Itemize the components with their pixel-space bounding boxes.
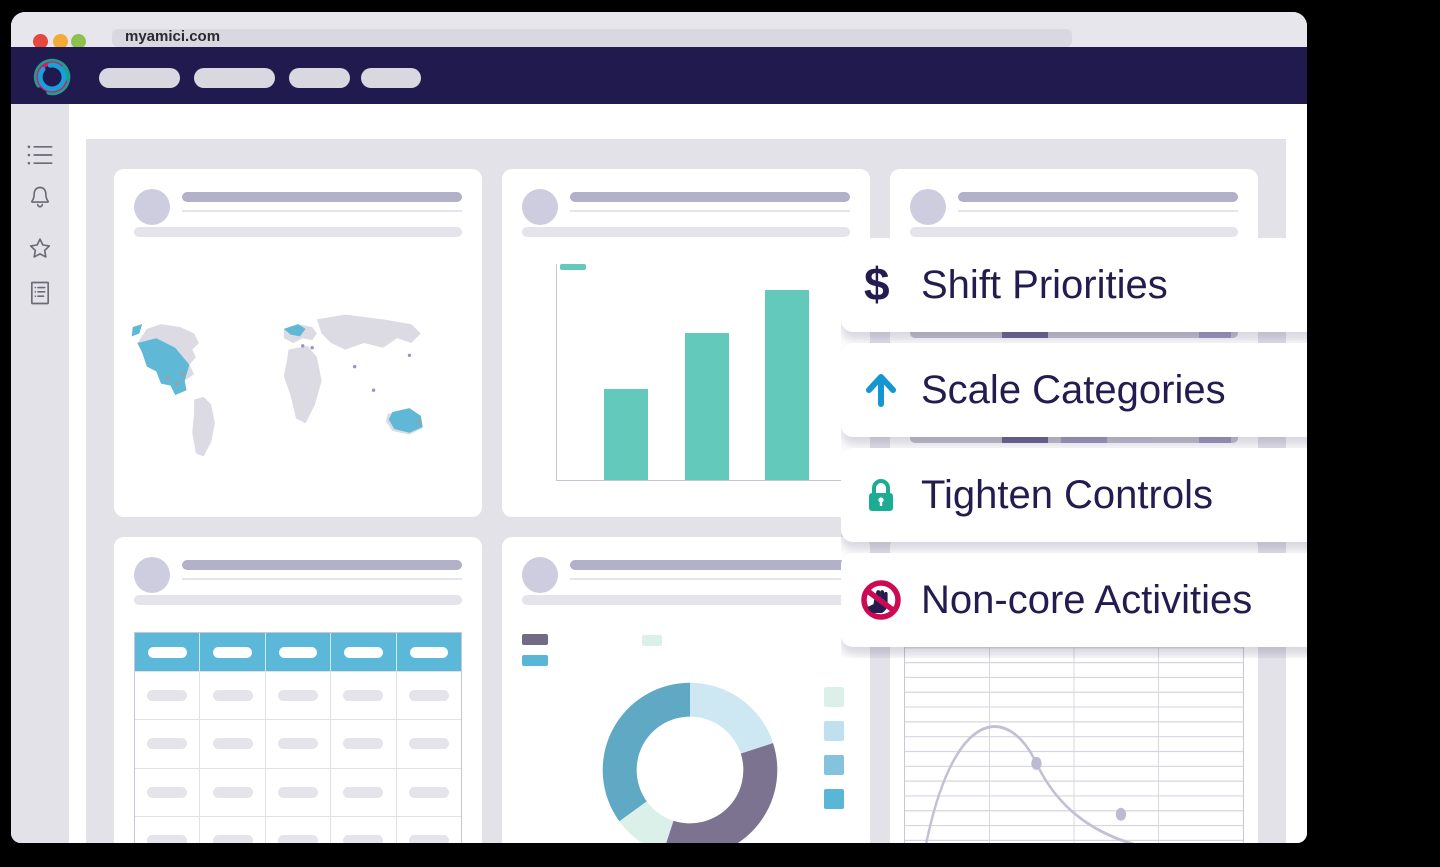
svg-text:$: $	[864, 262, 890, 308]
